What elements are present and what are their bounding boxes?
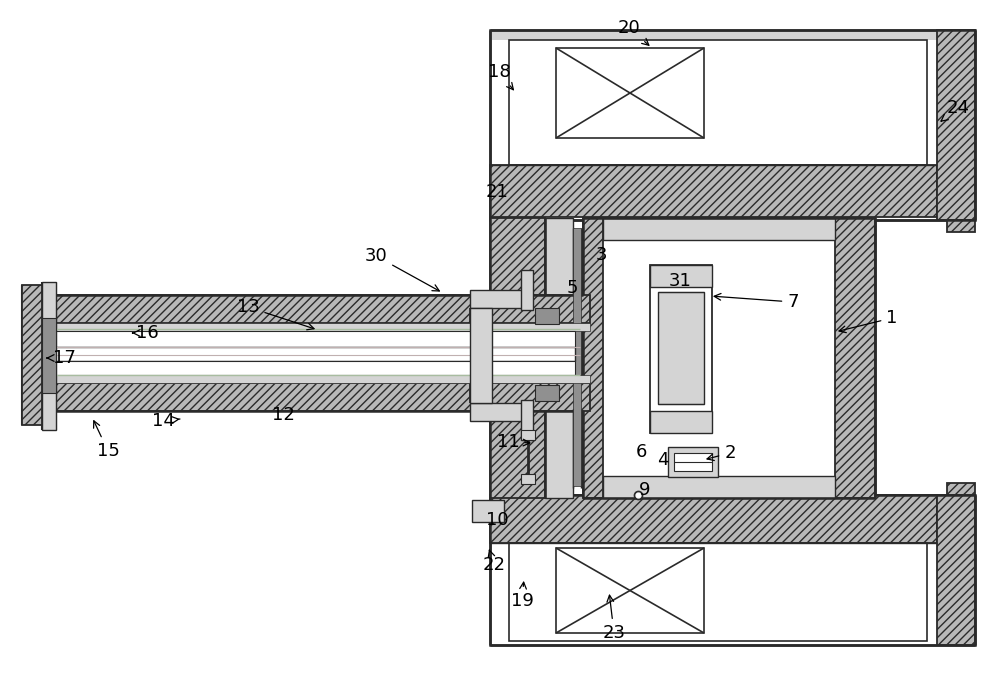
Bar: [509, 543, 927, 641]
Bar: [583, 218, 875, 498]
Text: 1: 1: [839, 309, 898, 333]
Bar: [40, 383, 590, 411]
Bar: [937, 495, 975, 645]
Bar: [521, 270, 533, 310]
Bar: [937, 30, 975, 220]
Text: 5: 5: [566, 279, 578, 297]
Bar: [42, 282, 56, 430]
Text: 6: 6: [635, 443, 647, 461]
Text: 3: 3: [595, 246, 607, 264]
Text: 7: 7: [714, 293, 799, 311]
Bar: [40, 323, 590, 331]
Bar: [490, 30, 975, 220]
Text: 2: 2: [707, 444, 736, 462]
Text: 31: 31: [669, 272, 691, 290]
Bar: [492, 32, 973, 40]
Bar: [55, 347, 575, 361]
Bar: [556, 548, 704, 633]
Text: 12: 12: [272, 406, 294, 424]
Text: 10: 10: [486, 511, 508, 529]
Bar: [650, 265, 712, 433]
Bar: [521, 400, 533, 440]
Bar: [603, 476, 835, 498]
Bar: [556, 48, 704, 138]
Text: 15: 15: [94, 421, 119, 460]
Bar: [490, 218, 545, 498]
Bar: [947, 483, 975, 495]
Bar: [835, 218, 875, 498]
Bar: [668, 447, 718, 477]
Bar: [42, 318, 56, 393]
Bar: [583, 218, 603, 498]
Text: 17: 17: [47, 349, 75, 367]
Bar: [490, 495, 937, 543]
Bar: [490, 495, 975, 645]
Text: 11: 11: [497, 433, 530, 451]
Bar: [674, 453, 712, 471]
Text: 30: 30: [365, 247, 439, 291]
Text: 18: 18: [488, 63, 513, 90]
Bar: [658, 292, 704, 404]
Bar: [650, 265, 712, 287]
Text: 23: 23: [602, 595, 626, 642]
Bar: [470, 290, 528, 308]
Bar: [535, 308, 559, 324]
Text: 14: 14: [152, 412, 180, 430]
Bar: [650, 411, 712, 433]
Text: 16: 16: [133, 324, 158, 342]
Bar: [470, 403, 528, 421]
Bar: [470, 308, 492, 403]
Bar: [521, 474, 535, 484]
Bar: [55, 331, 575, 347]
Bar: [535, 385, 559, 401]
Bar: [947, 220, 975, 232]
Bar: [40, 375, 590, 383]
Text: 24: 24: [941, 99, 970, 122]
Text: 22: 22: [482, 550, 506, 574]
Bar: [490, 165, 937, 217]
Bar: [521, 430, 535, 440]
Text: 13: 13: [237, 298, 314, 330]
Text: 19: 19: [511, 582, 533, 610]
Text: 4: 4: [657, 451, 669, 469]
Text: 20: 20: [618, 19, 649, 45]
Bar: [509, 40, 927, 165]
Bar: [545, 218, 573, 498]
Text: 9: 9: [639, 481, 651, 499]
Bar: [603, 218, 835, 240]
Bar: [472, 500, 504, 522]
Bar: [573, 228, 581, 486]
Bar: [55, 361, 575, 375]
Text: 21: 21: [486, 183, 508, 201]
Bar: [22, 285, 42, 425]
Bar: [40, 295, 590, 323]
